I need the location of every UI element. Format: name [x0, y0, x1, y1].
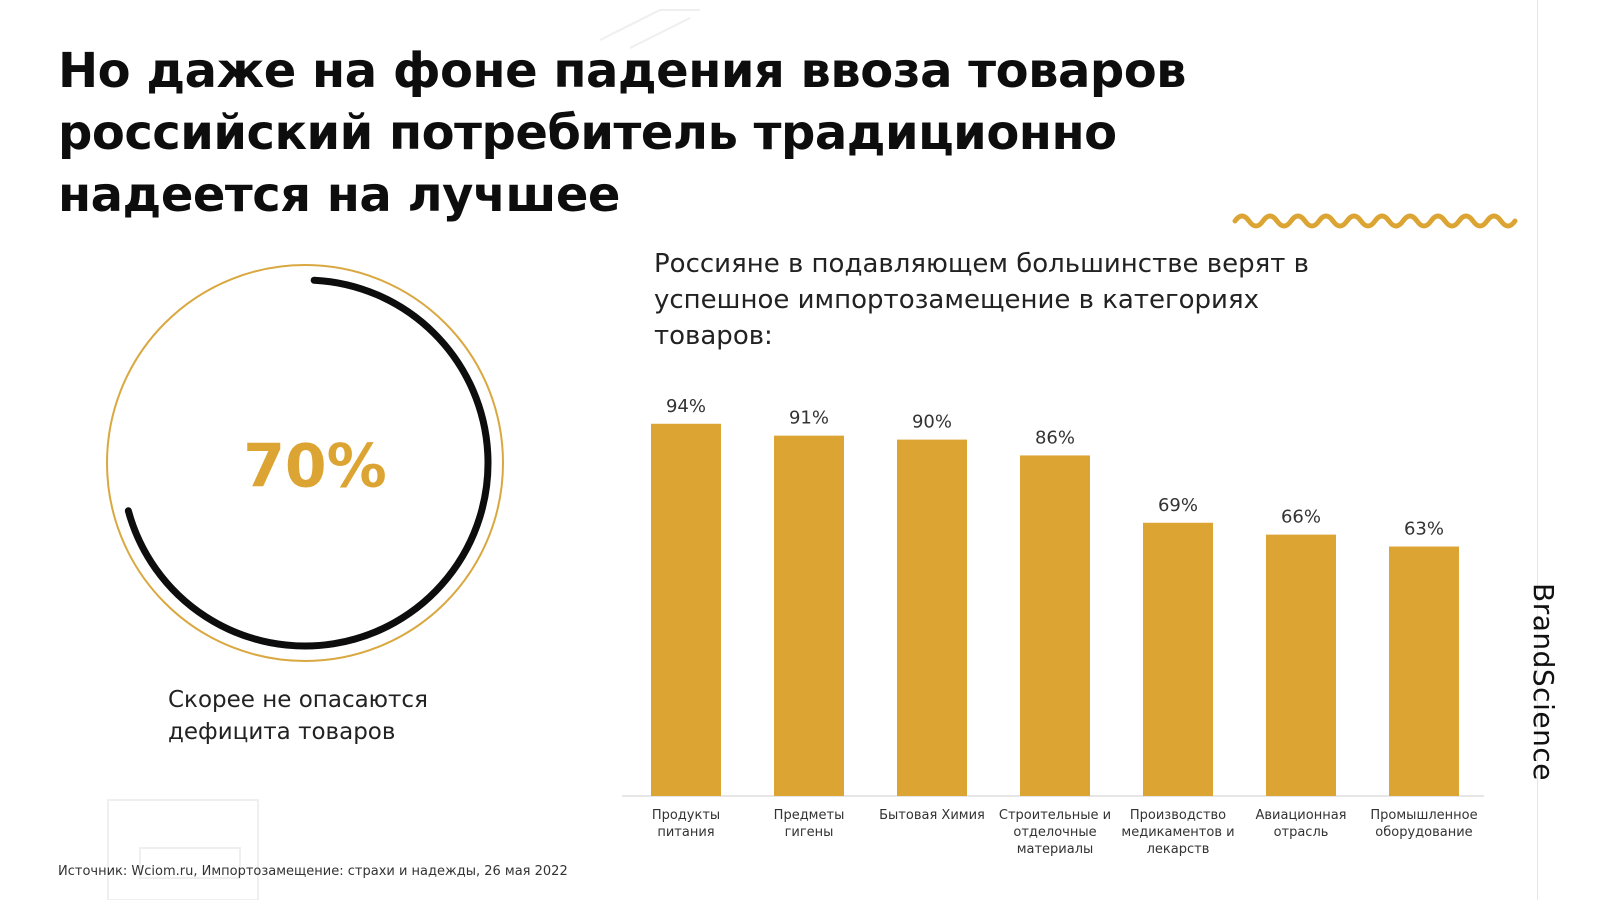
bar [774, 435, 844, 796]
wave-decoration [1232, 213, 1518, 229]
bar [1020, 455, 1090, 796]
x-tick-label: Строительные и отделочные материалы [999, 808, 1111, 857]
chart-title-line: Россияне в подавляющем большинстве верят… [654, 249, 1310, 279]
bar-value-label: 86% [1035, 427, 1075, 448]
bar-value-label: 69% [1158, 495, 1198, 516]
gauge-caption-line: Скорее не опасаются [168, 687, 428, 713]
x-tick-label: Авиационная отрасль [1255, 808, 1346, 840]
gauge-progress-arc [124, 276, 492, 650]
x-tick-label: Продукты питания [652, 808, 720, 840]
chart-title-line: товаров: [654, 321, 773, 351]
page-title-line: надеется на лучшее [58, 167, 620, 223]
bar-value-label: 63% [1404, 519, 1444, 540]
page-title-line: российский потребитель традиционно [58, 105, 1117, 161]
bar-chart: 94% Продукты питания 91% Предметы гигены 90% Бы… [622, 396, 1484, 857]
wave-line [1232, 213, 1518, 229]
gauge-outline [106, 264, 504, 662]
gauge-ring: 70% [106, 264, 504, 662]
bar-value-label: 90% [912, 412, 952, 433]
right-divider [1537, 0, 1538, 900]
bar [651, 423, 721, 796]
chart-title-line: успешное импортозамещение в категориях [654, 285, 1259, 315]
gauge-caption: Скорее не опасаются дефицита товаров [168, 684, 428, 748]
source-note: Источник: Wciom.ru, Импортозамещение: ст… [58, 864, 568, 879]
brand-logo: BrandScience [1527, 583, 1560, 781]
page-title: Но даже на фоне падения ввоза товаров ро… [58, 40, 1187, 226]
x-tick-label: Предметы гигены [774, 808, 845, 840]
decor-document-icon [107, 799, 259, 900]
bar-value-label: 94% [666, 396, 706, 417]
bar [1389, 546, 1459, 796]
x-tick-label: Бытовая Химия [879, 808, 985, 823]
decor-lines-top [599, 9, 700, 49]
bar [897, 439, 967, 796]
bar [1266, 534, 1336, 796]
gauge-caption-line: дефицита товаров [168, 719, 396, 745]
x-tick-label: Промышленное оборудование [1370, 808, 1477, 840]
gauge-value: 70% [243, 432, 387, 502]
bar [1143, 522, 1213, 796]
chart-title: Россияне в подавляющем большинстве верят… [654, 246, 1309, 354]
bar-value-label: 91% [789, 408, 829, 429]
x-tick-label: Производство медикаментов и лекарств [1121, 808, 1234, 857]
page-title-line: Но даже на фоне падения ввоза товаров [58, 43, 1187, 99]
bar-value-label: 66% [1281, 507, 1321, 528]
